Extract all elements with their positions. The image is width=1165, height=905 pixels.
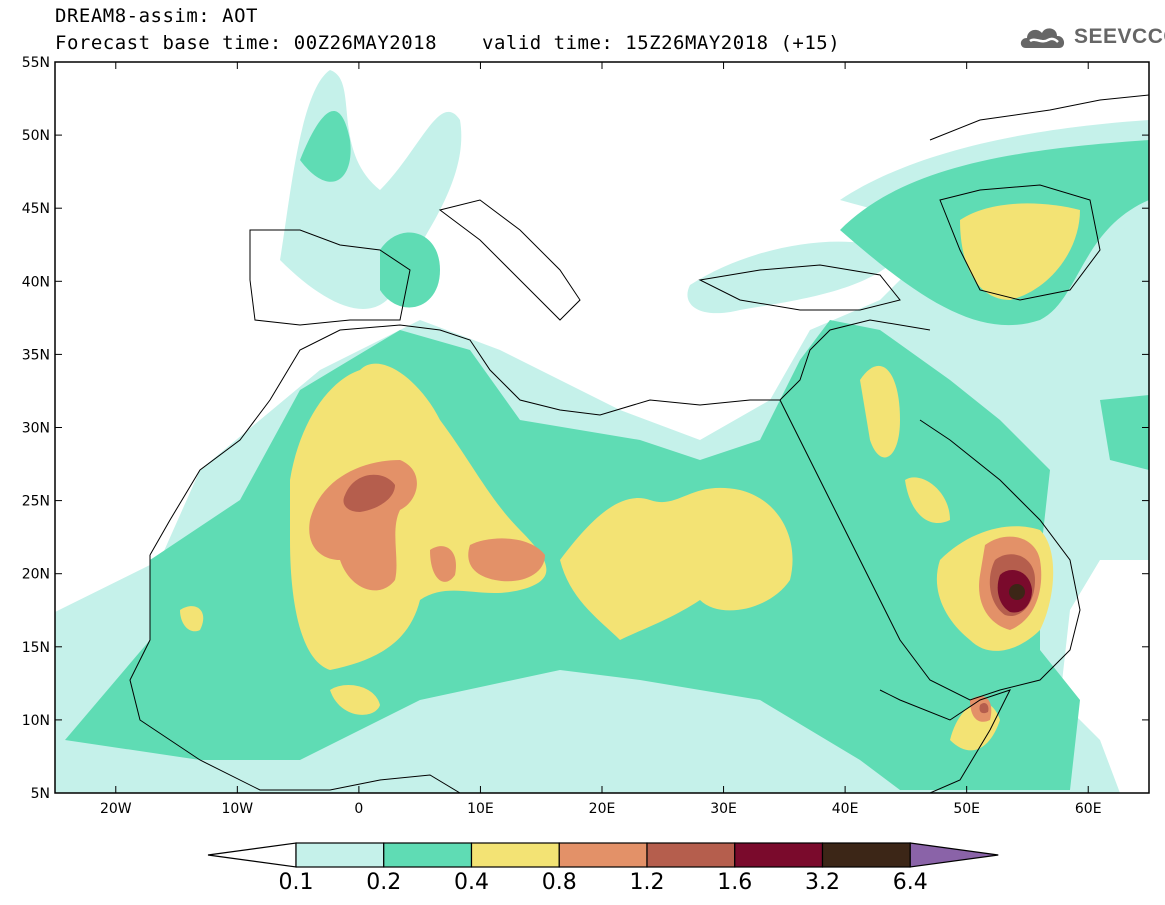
seevccc-logo: SEEVCCC (1018, 22, 1165, 52)
colorbar: 0.1 0.2 0.4 0.8 1.2 1.6 3.2 6.4 (207, 842, 999, 895)
colorbar-label: 3.2 (805, 870, 840, 895)
colorbar-label: 6.4 (893, 870, 928, 895)
colorbar-label: 1.2 (630, 870, 665, 895)
lat-tick-label: 10N (22, 713, 50, 729)
lat-tick-label: 15N (22, 640, 50, 656)
lat-tick-label: 55N (22, 55, 50, 71)
lon-tick-label: 30E (710, 801, 737, 817)
colorbar-high-arrow (909, 842, 999, 868)
colorbar-segment (734, 842, 824, 868)
colorbar-segments (295, 842, 999, 868)
colorbar-segment (558, 842, 648, 868)
lat-tick-label: 5N (31, 786, 50, 802)
lat-tick-label: 40N (22, 274, 50, 290)
aot-band-0-4 (180, 203, 1080, 751)
colorbar-label: 0.8 (542, 870, 577, 895)
lat-tick-label: 50N (22, 128, 50, 144)
lat-tick-label: 45N (22, 201, 50, 217)
lon-tick-label: 20E (589, 801, 616, 817)
latitude-axis: 55N 50N 45N 40N 35N 30N 25N 20N 15N 10N 5N (22, 55, 1149, 802)
colorbar-low-arrow (207, 842, 297, 868)
colorbar-label: 0.1 (279, 870, 314, 895)
lon-tick-label: 10W (221, 801, 253, 817)
chart-title: DREAM8-assim: AOT (55, 5, 258, 27)
lat-tick-label: 30N (22, 421, 50, 437)
colorbar-segment (821, 842, 911, 868)
lon-tick-label: 0 (354, 801, 363, 817)
colorbar-label: 0.4 (454, 870, 489, 895)
lat-tick-label: 35N (22, 347, 50, 363)
forecast-base-time: Forecast base time: 00Z26MAY2018 (55, 32, 438, 54)
colorbar-labels: 0.1 0.2 0.4 0.8 1.2 1.6 3.2 6.4 (279, 870, 928, 895)
lat-tick-label: 20N (22, 567, 50, 583)
valid-time: valid time: 15Z26MAY2018 (+15) (482, 32, 841, 54)
lon-tick-label: 60E (1075, 801, 1102, 817)
colorbar-segment (646, 842, 736, 868)
aot-contours (55, 70, 1149, 793)
colorbar-segment (470, 842, 560, 868)
longitude-axis: 20W 10W 0 10E 20E 30E 40E 50E 60E (100, 62, 1102, 817)
lon-tick-label: 40E (832, 801, 859, 817)
colorbar-label: 1.6 (717, 870, 752, 895)
cloud-logo-icon (1020, 28, 1065, 48)
lon-tick-label: 20W (100, 801, 132, 817)
lon-tick-label: 50E (953, 801, 980, 817)
colorbar-segment (383, 842, 473, 868)
coastlines (129, 94, 1149, 793)
lon-tick-label: 10E (467, 801, 494, 817)
colorbar-segment (295, 842, 385, 868)
aot-band-3-2 (1009, 584, 1025, 600)
colorbar-label: 0.2 (366, 870, 401, 895)
lat-tick-label: 25N (22, 494, 50, 510)
brand-name: SEEVCCC (1074, 25, 1165, 48)
